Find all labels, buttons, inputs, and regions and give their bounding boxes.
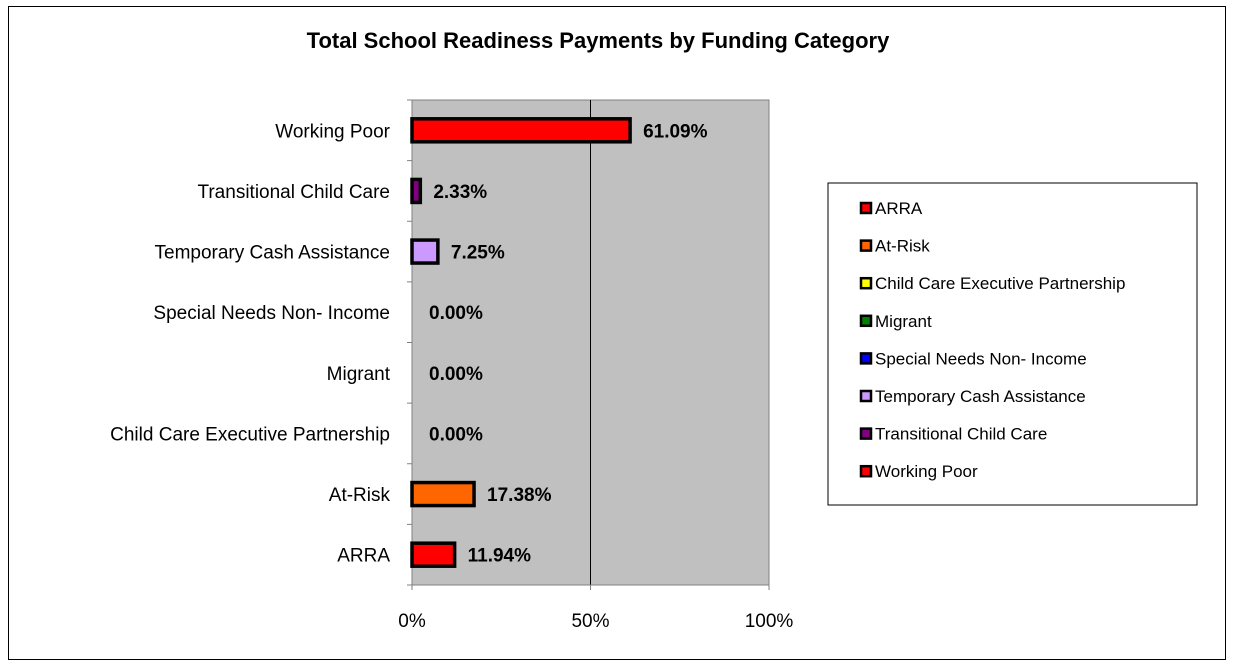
legend-swatch	[859, 201, 873, 215]
legend-label: Temporary Cash Assistance	[875, 387, 1086, 406]
data-label: 0.00%	[429, 424, 483, 445]
legend-label: Special Needs Non- Income	[875, 349, 1087, 368]
x-tick-label: 50%	[571, 611, 609, 632]
legend-swatch	[859, 389, 873, 403]
legend-box	[827, 182, 1198, 506]
bar	[410, 238, 440, 265]
bar	[410, 177, 423, 205]
data-label: 61.09%	[643, 121, 708, 142]
legend-label: ARRA	[875, 199, 923, 218]
legend-item: ARRA	[859, 199, 923, 218]
x-tick-label: 0%	[398, 611, 426, 632]
data-label: 7.25%	[451, 243, 505, 264]
x-tick-label: 100%	[745, 611, 794, 632]
category-label: Child Care Executive Partnership	[110, 424, 390, 445]
bar	[410, 541, 457, 568]
legend-swatch	[859, 427, 873, 440]
category-label: At-Risk	[329, 485, 391, 506]
legend-item: Temporary Cash Assistance	[859, 387, 1086, 406]
bar	[410, 480, 476, 508]
legend-item: Child Care Executive Partnership	[859, 274, 1125, 293]
legend-item: Working Poor	[859, 462, 978, 481]
category-label: Temporary Cash Assistance	[155, 243, 391, 264]
legend-item: Migrant	[859, 312, 932, 331]
legend-label: At-Risk	[875, 237, 930, 256]
legend-swatch	[859, 314, 873, 328]
data-label: 17.38%	[487, 485, 552, 506]
legend-swatch	[859, 352, 873, 365]
legend-label: Working Poor	[875, 462, 978, 481]
bar	[410, 117, 632, 144]
legend-item: Special Needs Non- Income	[859, 349, 1087, 368]
category-labels: ARRA At-Risk Child Care Executive Partners…	[110, 121, 391, 566]
data-label: 2.33%	[433, 182, 487, 203]
legend-label: Migrant	[875, 312, 932, 331]
category-label: Working Poor	[275, 121, 390, 142]
data-label: 0.00%	[429, 364, 483, 385]
legend: ARRA At-Risk Child Care Executive Partners…	[827, 182, 1198, 506]
chart-title: Total School Readiness Payments by Fundi…	[307, 28, 890, 53]
data-label: 0.00%	[429, 303, 483, 324]
data-labels: 11.94% 17.38% 0.00% 0.00% 0.00% 7.25% 2.33% 61.…	[429, 121, 708, 566]
data-label: 11.94%	[468, 546, 531, 567]
legend-item: At-Risk	[859, 237, 930, 256]
legend-item: Transitional Child Care	[859, 425, 1047, 444]
category-label: ARRA	[337, 546, 390, 567]
category-label: Migrant	[327, 364, 391, 385]
x-tick-labels: 0% 50% 100%	[398, 611, 793, 632]
category-label: Special Needs Non- Income	[153, 303, 390, 324]
legend-label: Child Care Executive Partnership	[875, 274, 1125, 293]
category-label: Transitional Child Care	[197, 182, 390, 203]
legend-swatch	[859, 276, 873, 290]
legend-label: Transitional Child Care	[875, 425, 1047, 444]
bars	[410, 117, 632, 568]
legend-swatch	[859, 464, 873, 478]
legend-swatch	[859, 239, 873, 252]
